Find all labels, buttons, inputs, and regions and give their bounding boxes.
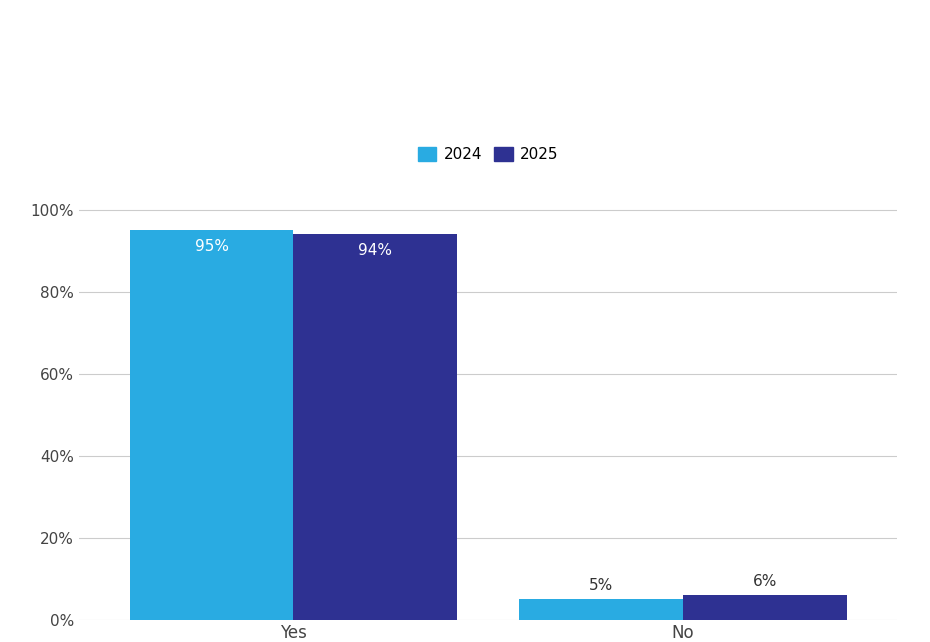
Text: 94%: 94% — [358, 243, 392, 257]
Legend: 2024, 2025: 2024, 2025 — [412, 141, 565, 168]
Bar — [520, 599, 684, 620]
Text: 95%: 95% — [194, 239, 229, 254]
Bar — [293, 234, 457, 620]
Bar — [129, 230, 293, 620]
Text: 6%: 6% — [752, 574, 777, 589]
Text: Does your 2025 budget include capital expenditures?: Does your 2025 budget include capital ex… — [75, 93, 506, 108]
Text: TOLLERS: TOLLERS — [75, 37, 158, 55]
Text: 5%: 5% — [589, 578, 614, 593]
Bar — [684, 595, 847, 620]
